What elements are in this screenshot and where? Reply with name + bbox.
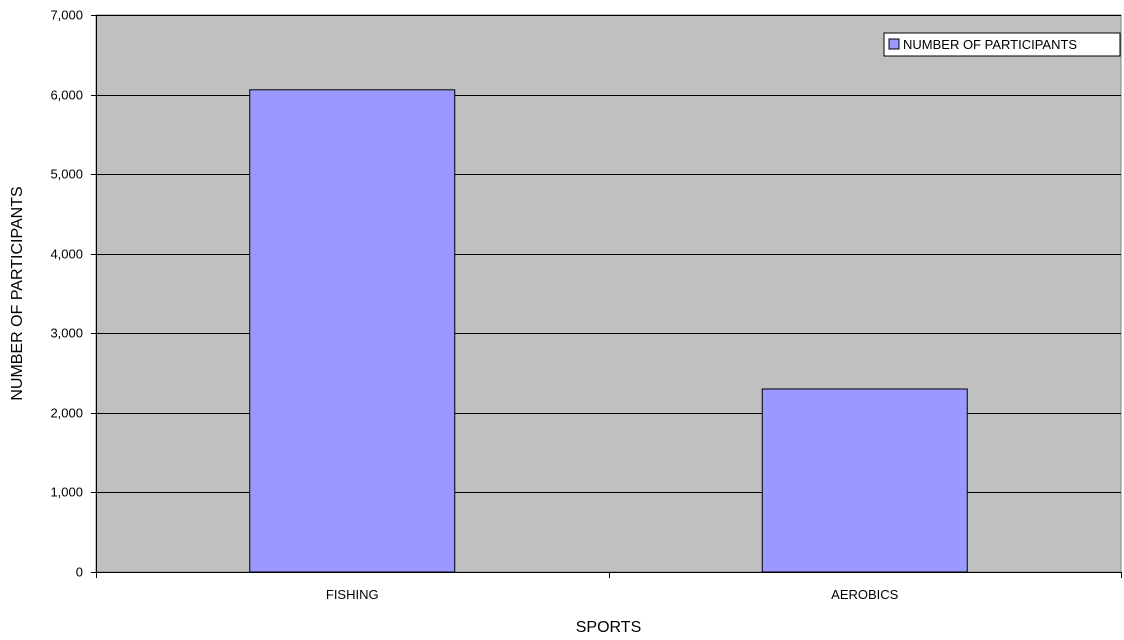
y-tick-label: 6,000 <box>50 88 83 103</box>
legend-label: NUMBER OF PARTICIPANTS <box>903 37 1077 52</box>
y-tick-labels: 0 1,000 2,000 3,000 4,000 5,000 6,000 7,000 <box>50 8 83 580</box>
legend-swatch <box>888 38 900 50</box>
y-axis-title: NUMBER OF PARTICIPANTS <box>9 186 26 400</box>
y-tick-label: 5,000 <box>50 167 83 182</box>
y-tick-label: 0 <box>76 565 83 580</box>
bar-fishing <box>249 89 456 573</box>
y-tick-label: 4,000 <box>50 247 83 262</box>
x-axis-title: SPORTS <box>576 619 642 636</box>
y-tick-label: 2,000 <box>50 406 83 421</box>
axes <box>91 15 1122 578</box>
legend: NUMBER OF PARTICIPANTS <box>883 32 1121 57</box>
x-tick-label: FISHING <box>326 587 379 602</box>
x-tick-labels: FISHING AEROBICS <box>326 587 899 602</box>
y-tick-label: 3,000 <box>50 326 83 341</box>
x-tick-label: AEROBICS <box>831 587 899 602</box>
y-tick-label: 7,000 <box>50 8 83 23</box>
y-tick-label: 1,000 <box>50 485 83 500</box>
legend-box <box>883 32 1121 57</box>
bar-aerobics <box>761 388 968 573</box>
bars <box>249 89 968 573</box>
